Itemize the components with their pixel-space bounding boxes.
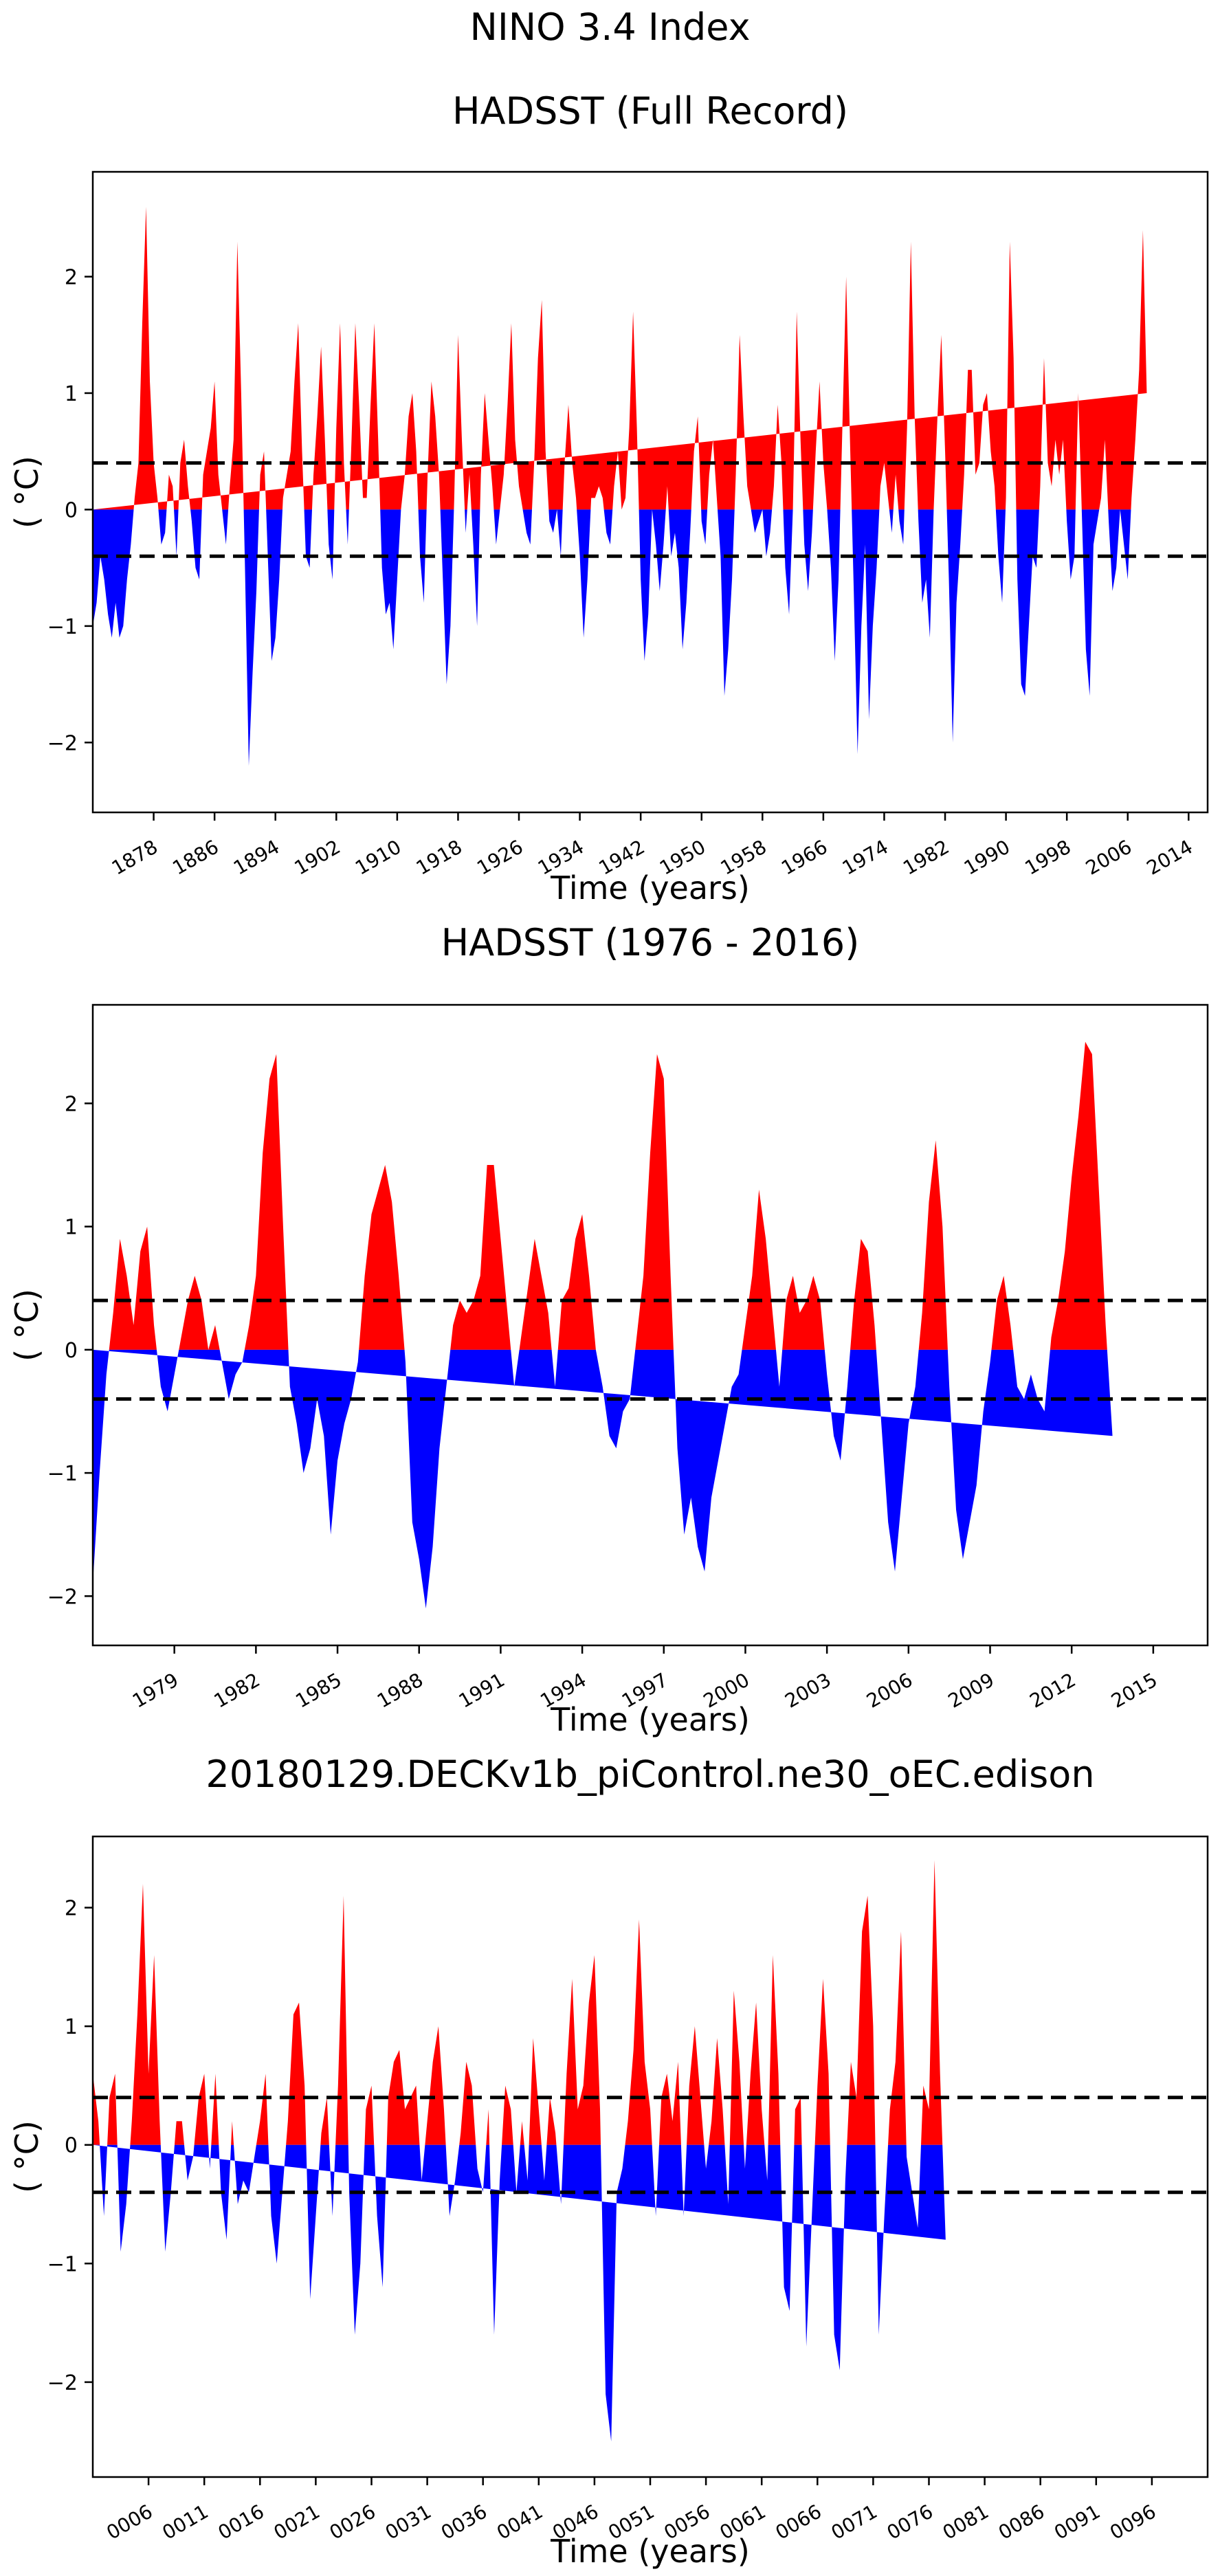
x-tick-label: 1886 <box>168 835 222 879</box>
plot-frame <box>91 1003 1209 1647</box>
x-tick-label: 0026 <box>326 2500 379 2544</box>
chart-panel-3: 20180129.DECKv1b_piControl.ne30_oEC.edis… <box>8 1753 1209 2570</box>
x-tick-label: 0066 <box>772 2500 825 2544</box>
x-tick-label: 2012 <box>1025 1668 1079 1712</box>
x-tick-label: 0021 <box>270 2500 324 2544</box>
plot-area <box>93 1041 1208 1609</box>
chart-title: 20180129.DECKv1b_piControl.ne30_oEC.edis… <box>206 1753 1094 1796</box>
x-tick-label: 1990 <box>960 835 1014 879</box>
x-tick-label: 1902 <box>291 835 344 879</box>
x-tick-label: 0016 <box>214 2500 268 2544</box>
negative-anomaly-area <box>93 2144 946 2442</box>
y-tick-label: 1 <box>65 2015 78 2039</box>
y-tick-label: −1 <box>47 615 78 639</box>
x-axis-label: Time (years) <box>550 2533 750 2570</box>
chart-title: HADSST (1976 - 2016) <box>441 921 860 964</box>
chart-title: HADSST (Full Record) <box>452 89 848 133</box>
y-tick-label: −2 <box>47 1585 78 1609</box>
x-tick-label: 0081 <box>939 2500 992 2544</box>
y-tick-label: 0 <box>65 1339 78 1363</box>
x-tick-label: 1998 <box>1021 835 1074 879</box>
y-tick-label: 2 <box>65 266 78 290</box>
x-tick-label: 0041 <box>493 2500 546 2544</box>
x-tick-label: 1910 <box>351 835 405 879</box>
x-axis-label: Time (years) <box>550 1701 750 1738</box>
x-tick-label: 0006 <box>102 2500 156 2544</box>
x-tick-label: 2009 <box>944 1668 998 1712</box>
positive-anomaly-area <box>93 1860 946 2145</box>
x-tick-label: 2006 <box>1082 835 1135 879</box>
plot-area <box>93 206 1208 766</box>
x-tick-label: 1991 <box>455 1668 509 1712</box>
plot-area <box>93 1860 1208 2442</box>
x-tick-label: 1988 <box>373 1668 427 1712</box>
x-tick-label: 2006 <box>863 1668 916 1712</box>
y-tick-label: −1 <box>47 1462 78 1486</box>
x-tick-label: 0076 <box>883 2500 937 2544</box>
x-tick-label: 1974 <box>839 835 892 879</box>
negative-anomaly-area <box>93 509 1147 766</box>
y-axis-label: ( °C) <box>8 1289 45 1362</box>
y-tick-label: 2 <box>65 1897 78 1921</box>
x-tick-label: 1982 <box>210 1668 264 1712</box>
x-tick-label: 0086 <box>995 2500 1048 2544</box>
x-tick-label: 1894 <box>230 835 283 879</box>
negative-anomaly-area <box>93 1349 1113 1609</box>
y-tick-label: 0 <box>65 2134 78 2158</box>
x-tick-label: 1979 <box>129 1668 182 1712</box>
x-axis-label: Time (years) <box>550 869 750 907</box>
y-tick-label: 1 <box>65 1216 78 1240</box>
y-tick-label: 0 <box>65 498 78 522</box>
y-tick-label: −2 <box>47 731 78 755</box>
y-axis-label: ( °C) <box>8 456 45 529</box>
x-tick-label: 0071 <box>828 2500 881 2544</box>
x-tick-label: 0091 <box>1050 2500 1104 2544</box>
y-tick-label: −2 <box>47 2371 78 2395</box>
y-tick-label: 2 <box>65 1092 78 1116</box>
x-tick-label: 2003 <box>781 1668 834 1712</box>
x-tick-label: 1878 <box>108 835 162 879</box>
y-axis-label: ( °C) <box>8 2120 45 2193</box>
x-tick-label: 1966 <box>777 835 831 879</box>
positive-anomaly-area <box>93 1041 1113 1350</box>
x-tick-label: 0031 <box>381 2500 435 2544</box>
plot-frame <box>91 170 1209 814</box>
chart-panel-2: HADSST (1976 - 2016) −2 −1 0 1 2 1979 1982 1985 1… <box>8 921 1209 1738</box>
x-tick-label: 2015 <box>1107 1668 1161 1712</box>
x-tick-label: 1918 <box>412 835 466 879</box>
x-tick-label: 1985 <box>291 1668 345 1712</box>
x-tick-label: 1926 <box>473 835 526 879</box>
x-tick-label: 1982 <box>899 835 953 879</box>
y-tick-label: 1 <box>65 382 78 406</box>
figure-suptitle: NINO 3.4 Index <box>469 5 751 49</box>
x-tick-label: 0096 <box>1106 2500 1160 2544</box>
x-tick-label: 2014 <box>1143 835 1197 879</box>
x-tick-label: 0011 <box>158 2500 212 2544</box>
positive-anomaly-area <box>93 206 1147 510</box>
y-tick-label: −1 <box>47 2252 78 2276</box>
x-tick-label: 0036 <box>437 2500 491 2544</box>
